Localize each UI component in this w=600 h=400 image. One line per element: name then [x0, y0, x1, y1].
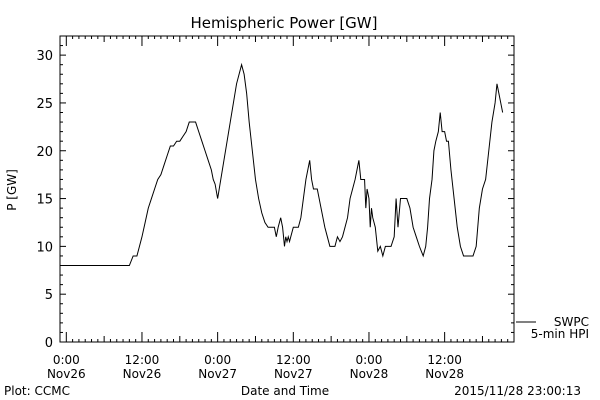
y-tick-label: 15	[36, 193, 53, 208]
y-tick-label: 5	[45, 288, 53, 303]
x-axis: 0:00Nov2612:00Nov260:00Nov2712:00Nov270:…	[47, 36, 515, 381]
y-tick-label: 10	[36, 240, 53, 255]
chart-title: Hemispheric Power [GW]	[191, 14, 378, 32]
x-tick-date-label: Nov28	[350, 367, 389, 381]
x-tick-date-label: Nov26	[47, 367, 86, 381]
x-tick-date-label: Nov27	[274, 367, 313, 381]
x-tick-date-label: Nov26	[123, 367, 162, 381]
x-tick-time-label: 0:00	[204, 353, 231, 367]
x-tick-time-label: 12:00	[125, 353, 160, 367]
x-tick-time-label: 12:00	[427, 353, 462, 367]
y-tick-label: 25	[36, 97, 53, 112]
x-tick-time-label: 12:00	[276, 353, 311, 367]
y-axis: 0 5 10 15 20 25 30	[36, 35, 514, 351]
x-tick-time-label: 0:00	[53, 353, 80, 367]
legend-entry-5min-hpi: 5-min HPI	[531, 327, 589, 341]
x-axis-label: Date and Time	[241, 384, 329, 398]
legend: SWPC 5-min HPI	[516, 315, 589, 341]
y-tick-label: 0	[45, 336, 53, 351]
footer-plot-source: Plot: CCMC	[4, 384, 70, 398]
x-tick-date-label: Nov27	[198, 367, 237, 381]
y-tick-label: 30	[36, 49, 53, 64]
x-tick-time-label: 0:00	[355, 353, 382, 367]
footer-timestamp: 2015/11/28 23:00:13	[454, 384, 581, 398]
y-axis-label: P [GW]	[5, 169, 19, 211]
x-tick-date-label: Nov28	[425, 367, 464, 381]
plot-frame	[59, 35, 515, 343]
legend-entry-swpc: SWPC	[554, 315, 589, 329]
series-line-swpc	[60, 62, 504, 266]
series-layer	[60, 62, 504, 266]
y-tick-label: 20	[36, 145, 53, 160]
